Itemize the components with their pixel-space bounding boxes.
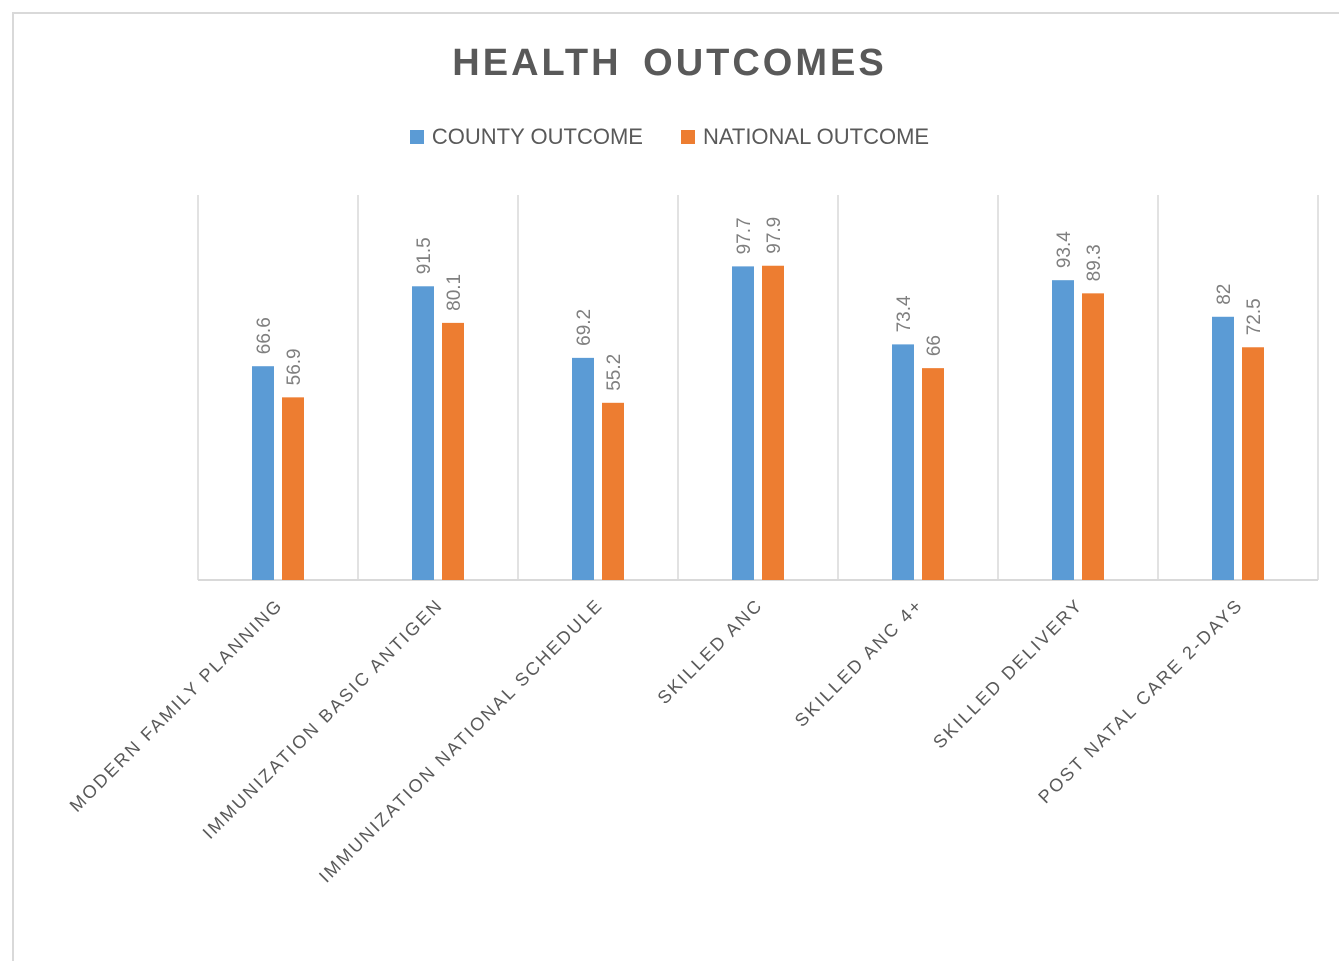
bar-national bbox=[1082, 293, 1104, 580]
data-label-county: 91.5 bbox=[414, 237, 435, 274]
bar-national bbox=[922, 368, 944, 580]
legend-item-national: NATIONAL OUTCOME bbox=[680, 124, 930, 150]
chart-legend: COUNTY OUTCOME NATIONAL OUTCOME bbox=[0, 124, 1339, 150]
bar-county bbox=[572, 357, 594, 580]
data-label-county: 73.4 bbox=[894, 295, 915, 332]
legend-swatch-national bbox=[680, 130, 695, 144]
bar-county bbox=[1212, 316, 1234, 580]
bar-national bbox=[762, 265, 784, 580]
bar-national bbox=[1242, 347, 1264, 580]
bar-county bbox=[732, 266, 754, 580]
data-label-county: 69.2 bbox=[574, 309, 595, 346]
data-label-county: 82 bbox=[1214, 284, 1235, 305]
x-tick-label: SKILLED ANC bbox=[654, 595, 767, 708]
bar-national bbox=[282, 397, 304, 580]
x-tick-label: SKILLED DELIVERY bbox=[929, 595, 1087, 753]
bar-county bbox=[892, 344, 914, 580]
x-tick-label: SKILLED ANC 4+ bbox=[791, 595, 927, 731]
legend-item-county: COUNTY OUTCOME bbox=[409, 124, 643, 150]
data-label-national: 72.5 bbox=[1244, 298, 1265, 335]
chart-frame bbox=[12, 12, 1339, 961]
data-label-national: 80.1 bbox=[444, 274, 465, 311]
bar-county bbox=[412, 286, 434, 580]
legend-label-national: NATIONAL OUTCOME bbox=[702, 124, 930, 149]
bar-county bbox=[1052, 280, 1074, 580]
data-label-national: 66 bbox=[924, 335, 945, 356]
chart-title: HEALTH OUTCOMES bbox=[452, 42, 887, 84]
data-label-national: 97.9 bbox=[764, 217, 785, 254]
data-label-national: 55.2 bbox=[604, 354, 625, 391]
data-label-county: 66.6 bbox=[254, 317, 275, 354]
bar-county bbox=[252, 366, 274, 580]
legend-label-county: COUNTY OUTCOME bbox=[431, 124, 643, 149]
x-tick-label: IMMUNIZATION NATIONAL SCHEDULE bbox=[315, 595, 607, 887]
legend-swatch-county bbox=[409, 130, 424, 144]
data-label-county: 93.4 bbox=[1054, 231, 1075, 268]
data-label-national: 56.9 bbox=[284, 348, 305, 385]
data-label-national: 89.3 bbox=[1084, 244, 1105, 281]
bar-national bbox=[602, 402, 624, 580]
bar-national bbox=[442, 322, 464, 580]
data-label-county: 97.7 bbox=[734, 217, 755, 254]
